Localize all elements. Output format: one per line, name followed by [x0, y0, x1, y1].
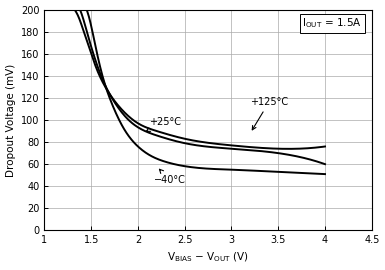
- X-axis label: $\mathregular{V_{BIAS}}$ $-$ $\mathregular{V_{OUT}}$ (V): $\mathregular{V_{BIAS}}$ $-$ $\mathregul…: [167, 251, 249, 264]
- Text: +25°C: +25°C: [146, 117, 181, 131]
- Text: +125°C: +125°C: [250, 97, 288, 130]
- Text: $\mathregular{I_{OUT}}$ = 1.5A: $\mathregular{I_{OUT}}$ = 1.5A: [302, 16, 362, 30]
- Y-axis label: Dropout Voltage (mV): Dropout Voltage (mV): [5, 63, 15, 177]
- Text: −40°C: −40°C: [154, 169, 186, 185]
